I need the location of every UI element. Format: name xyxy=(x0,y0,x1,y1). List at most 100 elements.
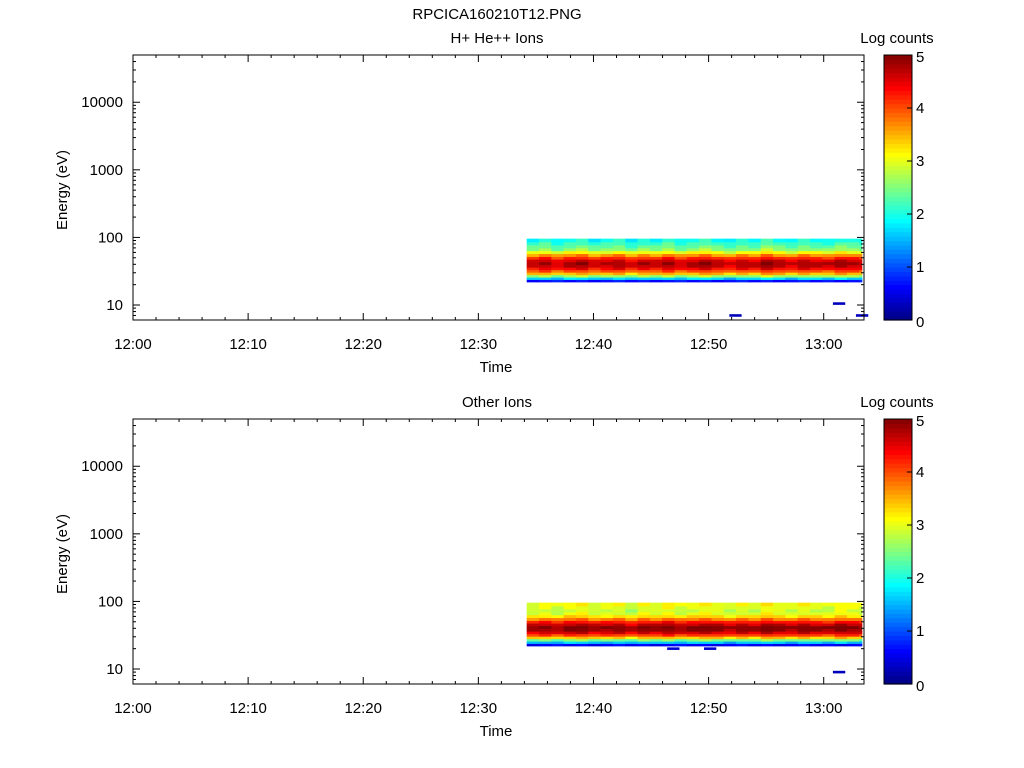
heatmap-cell xyxy=(859,620,863,624)
heatmap-cell xyxy=(649,638,663,642)
heatmap-cell xyxy=(797,279,811,283)
heatmap-cell xyxy=(748,261,762,265)
heatmap-cell xyxy=(859,608,863,613)
heatmap-cell xyxy=(649,631,663,635)
heatmap-cell xyxy=(822,241,836,246)
heatmap-cell xyxy=(588,605,602,610)
heatmap-cell xyxy=(810,625,823,629)
heatmap-cell xyxy=(662,269,676,273)
heatmap-cell xyxy=(637,258,651,263)
heatmap-cell xyxy=(822,620,836,624)
heatmap-cell xyxy=(625,628,639,632)
heatmap-cell xyxy=(822,279,836,283)
colorbar-tick-label: 1 xyxy=(916,623,924,640)
heatmap-cell xyxy=(600,643,614,647)
heatmap-cell xyxy=(575,253,589,257)
heatmap-cell xyxy=(575,247,589,252)
heatmap-cell xyxy=(810,279,823,283)
heatmap-cell xyxy=(773,241,786,246)
heatmap-cell xyxy=(662,614,676,619)
heatmap-cell xyxy=(600,605,614,610)
heatmap-cell xyxy=(699,276,713,280)
heatmap-cell xyxy=(834,261,848,265)
heatmap-cell xyxy=(834,276,848,280)
heatmap-cell xyxy=(736,638,750,642)
heatmap-cell xyxy=(588,620,602,624)
heatmap-cell xyxy=(810,605,823,610)
heatmap-cell xyxy=(748,241,762,246)
heatmap-cell xyxy=(600,276,614,280)
heatmap-cell xyxy=(588,253,602,257)
colorbar-segment xyxy=(884,183,912,189)
colorbar-tick-label: 5 xyxy=(916,413,924,430)
y-tick-label: 100 xyxy=(98,229,123,246)
heatmap-cell xyxy=(637,633,651,637)
heatmap-cell xyxy=(686,605,700,610)
heatmap-cell xyxy=(736,625,750,629)
heatmap-cell xyxy=(822,622,836,627)
colorbar-segment xyxy=(884,196,912,202)
heatmap-cell xyxy=(859,622,863,627)
heatmap-cell xyxy=(699,631,713,635)
heatmap-cell xyxy=(637,247,651,252)
heatmap-cell xyxy=(699,274,713,278)
x-tick-label: 12:20 xyxy=(344,336,382,353)
heatmap-cell xyxy=(723,625,737,629)
colorbar-segment xyxy=(884,591,912,597)
heatmap-cell xyxy=(760,611,774,616)
colorbar-segment xyxy=(884,666,912,672)
heatmap-cell xyxy=(846,244,860,249)
heatmap-cell xyxy=(846,628,860,632)
heatmap-cell xyxy=(662,256,676,260)
heatmap-cell xyxy=(711,605,725,610)
heatmap-cell xyxy=(711,614,725,619)
heatmap-cell xyxy=(748,244,762,249)
heatmap-cell xyxy=(748,250,762,255)
heatmap-cell xyxy=(637,279,651,283)
heatmap-cell xyxy=(674,269,688,273)
colorbar-segment xyxy=(884,635,912,641)
heatmap-cell xyxy=(600,272,614,276)
heatmap-cell xyxy=(785,250,799,255)
heatmap-cell xyxy=(834,272,848,276)
heatmap-cell xyxy=(859,244,863,249)
heatmap-cell xyxy=(625,602,639,607)
heatmap-cell xyxy=(773,640,786,644)
heatmap-cell xyxy=(575,620,589,624)
heatmap-cell xyxy=(674,253,688,257)
heatmap-cell xyxy=(810,643,823,647)
heatmap-cell xyxy=(699,272,713,276)
heatmap-cell xyxy=(748,274,762,278)
heatmap-cell xyxy=(637,264,651,268)
heatmap-cell xyxy=(760,276,774,280)
heatmap-cell xyxy=(588,633,602,637)
heatmap-cell xyxy=(686,261,700,265)
heatmap-cell xyxy=(526,244,540,249)
heatmap-cell xyxy=(797,628,811,632)
heatmap-cell xyxy=(797,269,811,273)
heatmap-cell xyxy=(563,267,577,271)
heatmap-cell xyxy=(686,244,700,249)
heatmap-cell xyxy=(600,247,614,252)
heatmap-cell xyxy=(846,640,860,644)
heatmap-cell xyxy=(674,272,688,276)
y-axis-label: Energy (eV) xyxy=(54,514,71,594)
heatmap-cell xyxy=(612,611,626,616)
heatmap-cell xyxy=(625,272,639,276)
heatmap-cell xyxy=(810,614,823,619)
heatmap-cell xyxy=(649,256,663,260)
heatmap-cell xyxy=(748,643,762,647)
heatmap-cell xyxy=(748,269,762,273)
heatmap-cell xyxy=(859,276,863,280)
heatmap-cell xyxy=(526,640,540,644)
heatmap-cell xyxy=(834,636,848,640)
heatmap-cell xyxy=(551,253,565,257)
heatmap-cell xyxy=(625,279,639,283)
heatmap-cell xyxy=(575,258,589,263)
colorbar-tick-label: 4 xyxy=(916,464,924,481)
heatmap-cell xyxy=(625,622,639,627)
heatmap-cell xyxy=(625,611,639,616)
heatmap-cell xyxy=(588,622,602,627)
heatmap-cell xyxy=(526,638,540,642)
heatmap-cell xyxy=(625,256,639,260)
